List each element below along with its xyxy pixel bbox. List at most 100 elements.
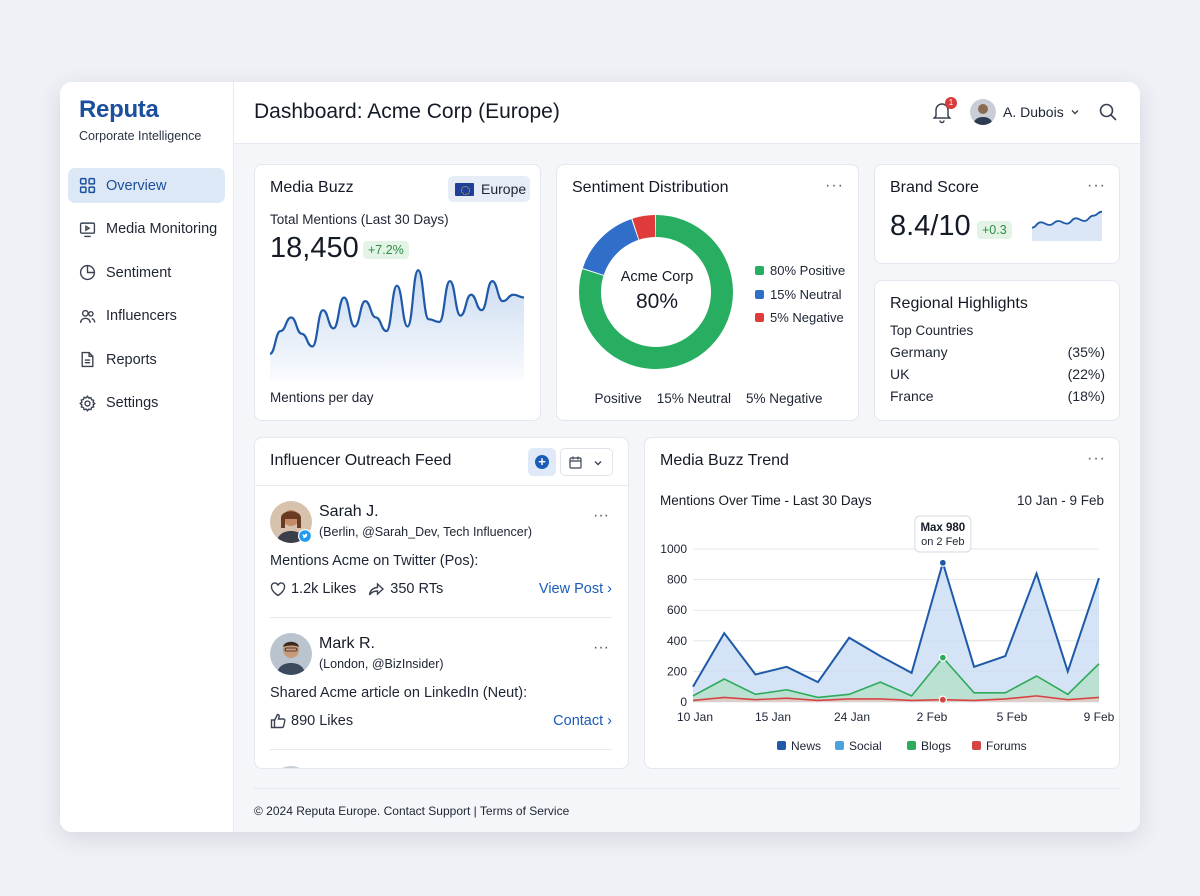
pie-icon	[79, 264, 96, 281]
tooltip-box	[914, 515, 972, 553]
legend-label: Positive	[799, 263, 846, 278]
legend-swatch-social	[835, 741, 844, 750]
sidebar-item-overview[interactable]: Overview	[68, 168, 225, 203]
y-tick-label: 600	[667, 603, 687, 617]
footer-negative: 5% Negative	[746, 391, 823, 406]
series-line-news	[692, 559, 1100, 688]
brand-logo[interactable]: Reputa	[79, 96, 159, 123]
change-badge: +7.2%	[363, 241, 409, 259]
x-tick-label: 2 Feb	[917, 710, 948, 724]
retweet-icon[interactable]	[368, 581, 385, 597]
sparkline-caption: Mentions per day	[270, 390, 374, 405]
divider	[254, 788, 1120, 789]
card-title: Media Buzz Trend	[660, 452, 789, 469]
avatar[interactable]	[270, 633, 312, 675]
heart-icon[interactable]	[270, 581, 286, 597]
more-options-icon[interactable]: ···	[593, 507, 609, 524]
region-row: UK (22%)	[890, 366, 1105, 382]
card-title: Influencer Outreach Feed	[270, 452, 452, 469]
avatar	[270, 766, 312, 768]
max-marker	[938, 558, 947, 567]
card-title: Media Buzz	[270, 179, 354, 196]
footer-text: © 2024 Reputa Europe. Contact Support | …	[254, 804, 570, 818]
terms-link[interactable]: Terms of Service	[479, 804, 570, 818]
app-window: Reputa Corporate Intelligence Overview M…	[60, 82, 1140, 832]
contact-link[interactable]: Contact ›	[553, 713, 612, 729]
search-icon[interactable]	[1098, 102, 1118, 122]
y-tick-label: 0	[680, 695, 687, 709]
top-bar: Dashboard: Acme Corp (Europe) 1 A. Duboi…	[234, 82, 1140, 144]
legend-pct: 5%	[770, 310, 789, 325]
user-menu[interactable]: A. Dubois	[970, 99, 1080, 125]
date-filter-button[interactable]	[560, 448, 613, 476]
divider	[255, 485, 628, 486]
more-options-icon[interactable]: ···	[1087, 177, 1106, 194]
sidebar-item-reports[interactable]: Reports	[68, 342, 225, 377]
gear-icon	[79, 394, 96, 412]
series-area-news	[693, 562, 1099, 702]
sidebar-item-media-monitoring[interactable]: Media Monitoring	[68, 212, 225, 247]
post-summary: Mentions Acme on Twitter (Pos):	[270, 553, 479, 569]
sidebar-item-influencers[interactable]: Influencers	[68, 299, 225, 334]
date-range: 10 Jan - 9 Feb	[1016, 493, 1104, 508]
country: France	[890, 388, 934, 404]
x-tick-label: 10 Jan	[677, 710, 713, 724]
legend-label-social: Social	[849, 739, 882, 753]
legend-swatch-news	[777, 741, 786, 750]
legend-item-positive: 80% Positive	[755, 263, 845, 278]
likes-count: 890 Likes	[291, 713, 354, 729]
avatar	[970, 99, 996, 125]
add-influencer-button[interactable]	[528, 448, 556, 476]
contact-support-link[interactable]: Contact Support	[383, 804, 471, 818]
more-options-icon[interactable]: ···	[1087, 450, 1106, 467]
chevron-down-icon	[1071, 110, 1079, 115]
influencer-name[interactable]: Mark R.	[319, 635, 375, 652]
thumbs-up-icon[interactable]	[270, 713, 286, 729]
donut-value: 80%	[635, 290, 679, 313]
legend-label-forums: Forums	[986, 739, 1027, 753]
brand-tagline: Corporate Intelligence	[79, 129, 202, 143]
footer-neutral: 15% Neutral	[656, 391, 732, 406]
influencer-feed-card: Influencer Outreach Feed Sarah J. (Berli…	[254, 437, 629, 769]
chart-subtitle: Mentions Over Time - Last 30 Days	[660, 493, 872, 508]
calendar-icon	[569, 456, 582, 469]
mentions-sparkline	[269, 269, 525, 381]
sentiment-donut	[579, 215, 733, 369]
brand-score-card: Brand Score ··· 8.4/10 +0.3	[874, 164, 1120, 264]
change-badge: +0.3	[977, 221, 1012, 239]
sidebar-item-sentiment[interactable]: Sentiment	[68, 255, 225, 290]
country: UK	[890, 366, 910, 382]
sidebar-item-label: Overview	[106, 177, 167, 194]
region-selector[interactable]: Europe	[448, 176, 530, 202]
more-options-icon[interactable]: ···	[593, 639, 609, 656]
page-title: Dashboard: Acme Corp (Europe)	[254, 100, 560, 123]
sparkline-line	[269, 269, 525, 355]
influencer-name[interactable]: Sarah J.	[319, 503, 379, 520]
regional-highlights-card: Regional Highlights Top Countries German…	[874, 280, 1120, 421]
brand-sparkline	[1031, 210, 1103, 241]
bell-icon[interactable]	[931, 100, 953, 124]
sidebar-item-label: Sentiment	[106, 264, 172, 281]
shares-count: 350 RTs	[390, 581, 444, 597]
sidebar-item-settings[interactable]: Settings	[68, 386, 225, 421]
footer-positive: Positive	[594, 391, 642, 406]
trend-chart: 0 200 400 600 800 1000 Max 980 on 2 Feb 10 Jan 15…	[660, 515, 1115, 753]
sidebar-item-label: Reports	[106, 351, 157, 368]
view-post-link[interactable]: View Post ›	[538, 581, 612, 597]
brand-sparkline-area	[1032, 211, 1102, 241]
likes-count: 1.2k Likes	[291, 581, 357, 597]
notification-badge: 1	[945, 97, 957, 109]
card-title: Brand Score	[890, 179, 979, 196]
grid-icon	[79, 177, 96, 194]
region-row: Germany (35%)	[890, 344, 1105, 360]
sparkline-area	[270, 270, 524, 381]
x-tick-label: 9 Feb	[1084, 710, 1115, 724]
y-tick-label: 800	[667, 573, 687, 587]
post-stats: 890 Likes	[270, 713, 353, 729]
sidebar-item-label: Settings	[106, 395, 159, 411]
users-icon	[79, 309, 96, 323]
donut-slice-positive	[579, 215, 733, 369]
share: (22%)	[1067, 366, 1105, 382]
more-options-icon[interactable]: ···	[825, 177, 844, 194]
media-buzz-card: Media Buzz Europe Total Mentions (Last 3…	[254, 164, 541, 421]
